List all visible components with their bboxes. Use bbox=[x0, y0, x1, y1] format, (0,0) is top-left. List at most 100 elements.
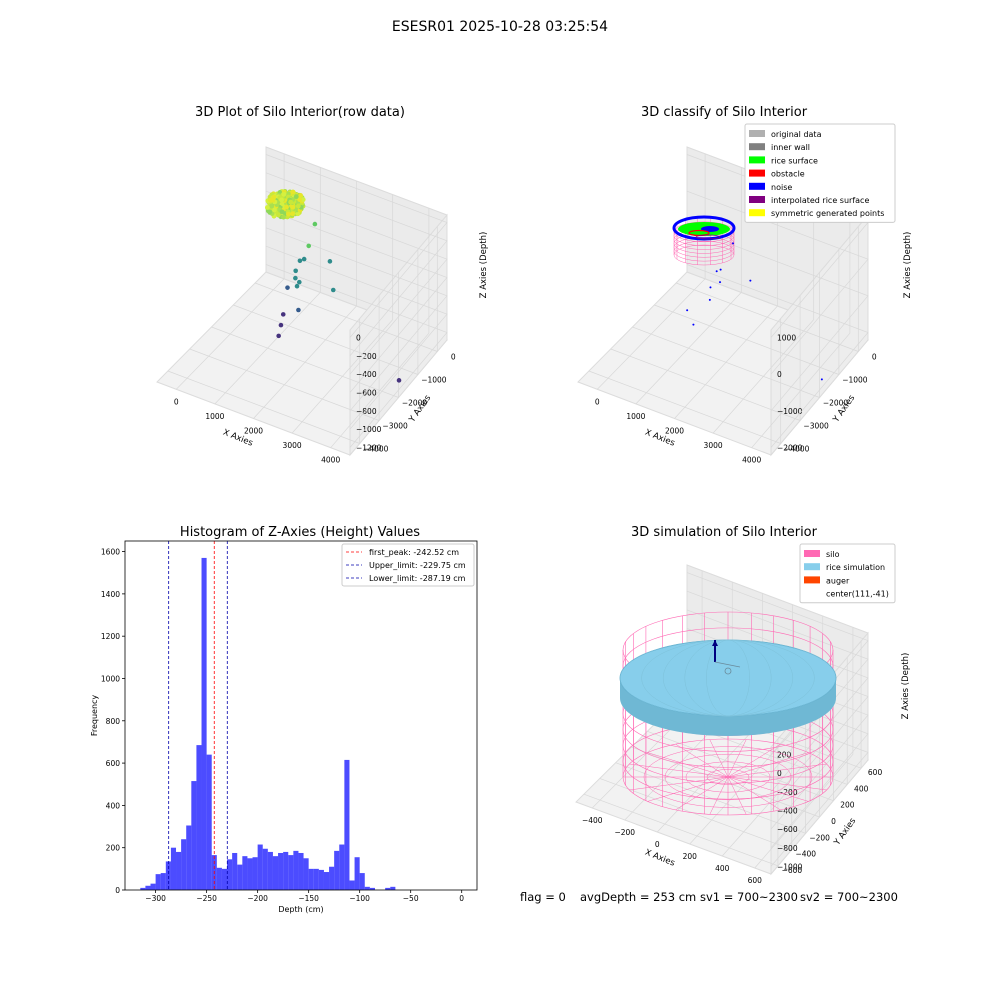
p1-y-tick-label: −3000 bbox=[382, 422, 408, 431]
p1-cluster-point bbox=[281, 191, 287, 197]
p4-z-axis-label: Z Axies (Depth) bbox=[901, 653, 911, 720]
p2-noise-point bbox=[749, 279, 752, 282]
p1-y-grid bbox=[233, 304, 419, 375]
p1-cluster-point bbox=[285, 211, 291, 217]
p1-z-tick-label: −400 bbox=[356, 370, 377, 379]
panel-depth-histogram: −300 −250 −200 −150 −100 −50 0 0 200 400 600 800 100… bbox=[90, 540, 478, 914]
p2-x-tick-label: 3000 bbox=[704, 441, 723, 450]
p2-y-tick-label: 0 bbox=[872, 353, 877, 362]
silo-floor-spoke bbox=[727, 776, 747, 815]
p1-cluster-point bbox=[279, 197, 284, 203]
p1-z-tick-label: −1200 bbox=[356, 444, 382, 453]
p2-legend-label: original data bbox=[771, 130, 822, 139]
p2-legend-swatch bbox=[749, 130, 765, 137]
p4-y-tick-label: −600 bbox=[782, 866, 803, 875]
hist-bar bbox=[201, 557, 207, 890]
p4-legend-label: rice simulation bbox=[826, 563, 885, 572]
hist-bar bbox=[221, 868, 228, 890]
p1-cluster-point bbox=[295, 211, 301, 217]
panel4-title: 3D simulation of Silo Interior bbox=[631, 525, 818, 540]
hist-bar bbox=[160, 873, 166, 890]
p4-x-tick-label: 0 bbox=[655, 840, 660, 849]
p1-z-tick-label: −600 bbox=[356, 389, 377, 398]
p2-legend-label: rice surface bbox=[771, 156, 818, 165]
hist-bar bbox=[283, 851, 289, 890]
center-marker bbox=[724, 667, 732, 675]
hist-legend-label: first_peak: -242.52 cm bbox=[369, 548, 459, 557]
hist-x-axis-label: Depth (cm) bbox=[278, 905, 323, 914]
hist-bar bbox=[329, 866, 335, 890]
hist-bar bbox=[313, 868, 319, 890]
p4-x-tick-label: 600 bbox=[748, 876, 763, 885]
hist-bar bbox=[196, 745, 202, 890]
p4-legend-swatch bbox=[804, 576, 820, 584]
p4-x-tick-label: 400 bbox=[715, 864, 730, 873]
silo-floor-ring bbox=[643, 746, 813, 808]
p2-legend-label: inner wall bbox=[771, 143, 810, 152]
p1-y-tick-label: −1000 bbox=[421, 376, 447, 385]
p2-noise-point bbox=[686, 309, 689, 312]
p2-legend-label: interpolated rice surface bbox=[771, 196, 869, 205]
p4-y-tick-label: 400 bbox=[854, 784, 869, 793]
p2-z-grid bbox=[686, 227, 869, 412]
p2-y-grid bbox=[632, 326, 820, 398]
p1-z-tick-label: −1000 bbox=[356, 425, 382, 434]
hist-bar bbox=[206, 754, 212, 890]
hist-bar bbox=[293, 850, 299, 890]
p1-cluster-point bbox=[298, 193, 303, 198]
p2-legend-label: symmetric generated points bbox=[771, 209, 884, 218]
p1-cluster-point bbox=[297, 197, 303, 202]
p1-cluster-point bbox=[264, 205, 270, 210]
p2-y-grid bbox=[675, 282, 859, 352]
hist-bar bbox=[272, 856, 279, 890]
p1-y-tick-label: −2000 bbox=[402, 399, 428, 408]
silo-floor-spoke bbox=[709, 776, 729, 815]
footer-sv1: sv1 = 700~2300 bbox=[700, 890, 798, 904]
hist-bar bbox=[298, 852, 304, 890]
p4-y-tick-label: 0 bbox=[831, 817, 836, 826]
p2-z-tick-label: 1000 bbox=[777, 334, 796, 343]
p1-y-grid bbox=[167, 370, 360, 444]
p1-data-point bbox=[312, 221, 318, 227]
hist-y-axis-label: Frequency bbox=[90, 695, 99, 737]
p2-noise-point bbox=[719, 281, 722, 284]
p1-z-grid bbox=[265, 264, 448, 448]
hist-bar bbox=[257, 844, 263, 890]
p4-x-tick-label: 200 bbox=[683, 852, 698, 861]
hist-x-tick-label: 0 bbox=[459, 894, 464, 903]
silo-floor-spoke bbox=[727, 763, 827, 778]
silo-floor-spoke bbox=[727, 776, 781, 811]
p2-legend-swatch bbox=[749, 196, 765, 203]
p1-z-grid bbox=[265, 245, 448, 430]
p2-y-tick-label: −1000 bbox=[842, 376, 868, 385]
p4-x-axis-label: X Axies bbox=[643, 848, 676, 869]
p1-data-point bbox=[293, 275, 298, 281]
p1-cluster-point bbox=[295, 203, 301, 209]
p1-z-grid bbox=[265, 172, 448, 357]
hist-bar bbox=[385, 887, 391, 890]
hist-y-tick-label: 800 bbox=[106, 717, 121, 726]
hist-bar bbox=[323, 872, 330, 890]
p1-data-point bbox=[306, 243, 312, 249]
p2-noise-point bbox=[820, 378, 823, 381]
hist-bar bbox=[237, 864, 243, 890]
hist-bar bbox=[390, 886, 396, 890]
p2-y-tick-label: −3000 bbox=[803, 422, 829, 431]
p1-x-tick-label: 4000 bbox=[321, 456, 340, 465]
p1-z-tick-label: −200 bbox=[356, 352, 377, 361]
p2-legend-swatch bbox=[749, 182, 765, 190]
p1-y-tick-label: −4000 bbox=[363, 445, 389, 454]
p1-data-point bbox=[285, 285, 290, 290]
p2-y-grid bbox=[588, 370, 781, 444]
hist-bar bbox=[176, 851, 182, 890]
p4-legend-label: center(111,-41) bbox=[826, 590, 889, 599]
hist-bar bbox=[354, 857, 360, 890]
silo-floor-spoke bbox=[727, 776, 809, 802]
hist-x-tick-label: −200 bbox=[247, 894, 268, 903]
figure-title: ESESR01 2025-10-28 03:25:54 bbox=[392, 19, 608, 35]
p1-cluster-point bbox=[271, 207, 277, 213]
p4-z-tick-label: 0 bbox=[777, 769, 782, 778]
hist-y-tick-label: 0 bbox=[115, 886, 120, 895]
p1-cluster-point bbox=[293, 194, 299, 200]
p1-x-tick-label: 3000 bbox=[283, 441, 302, 450]
